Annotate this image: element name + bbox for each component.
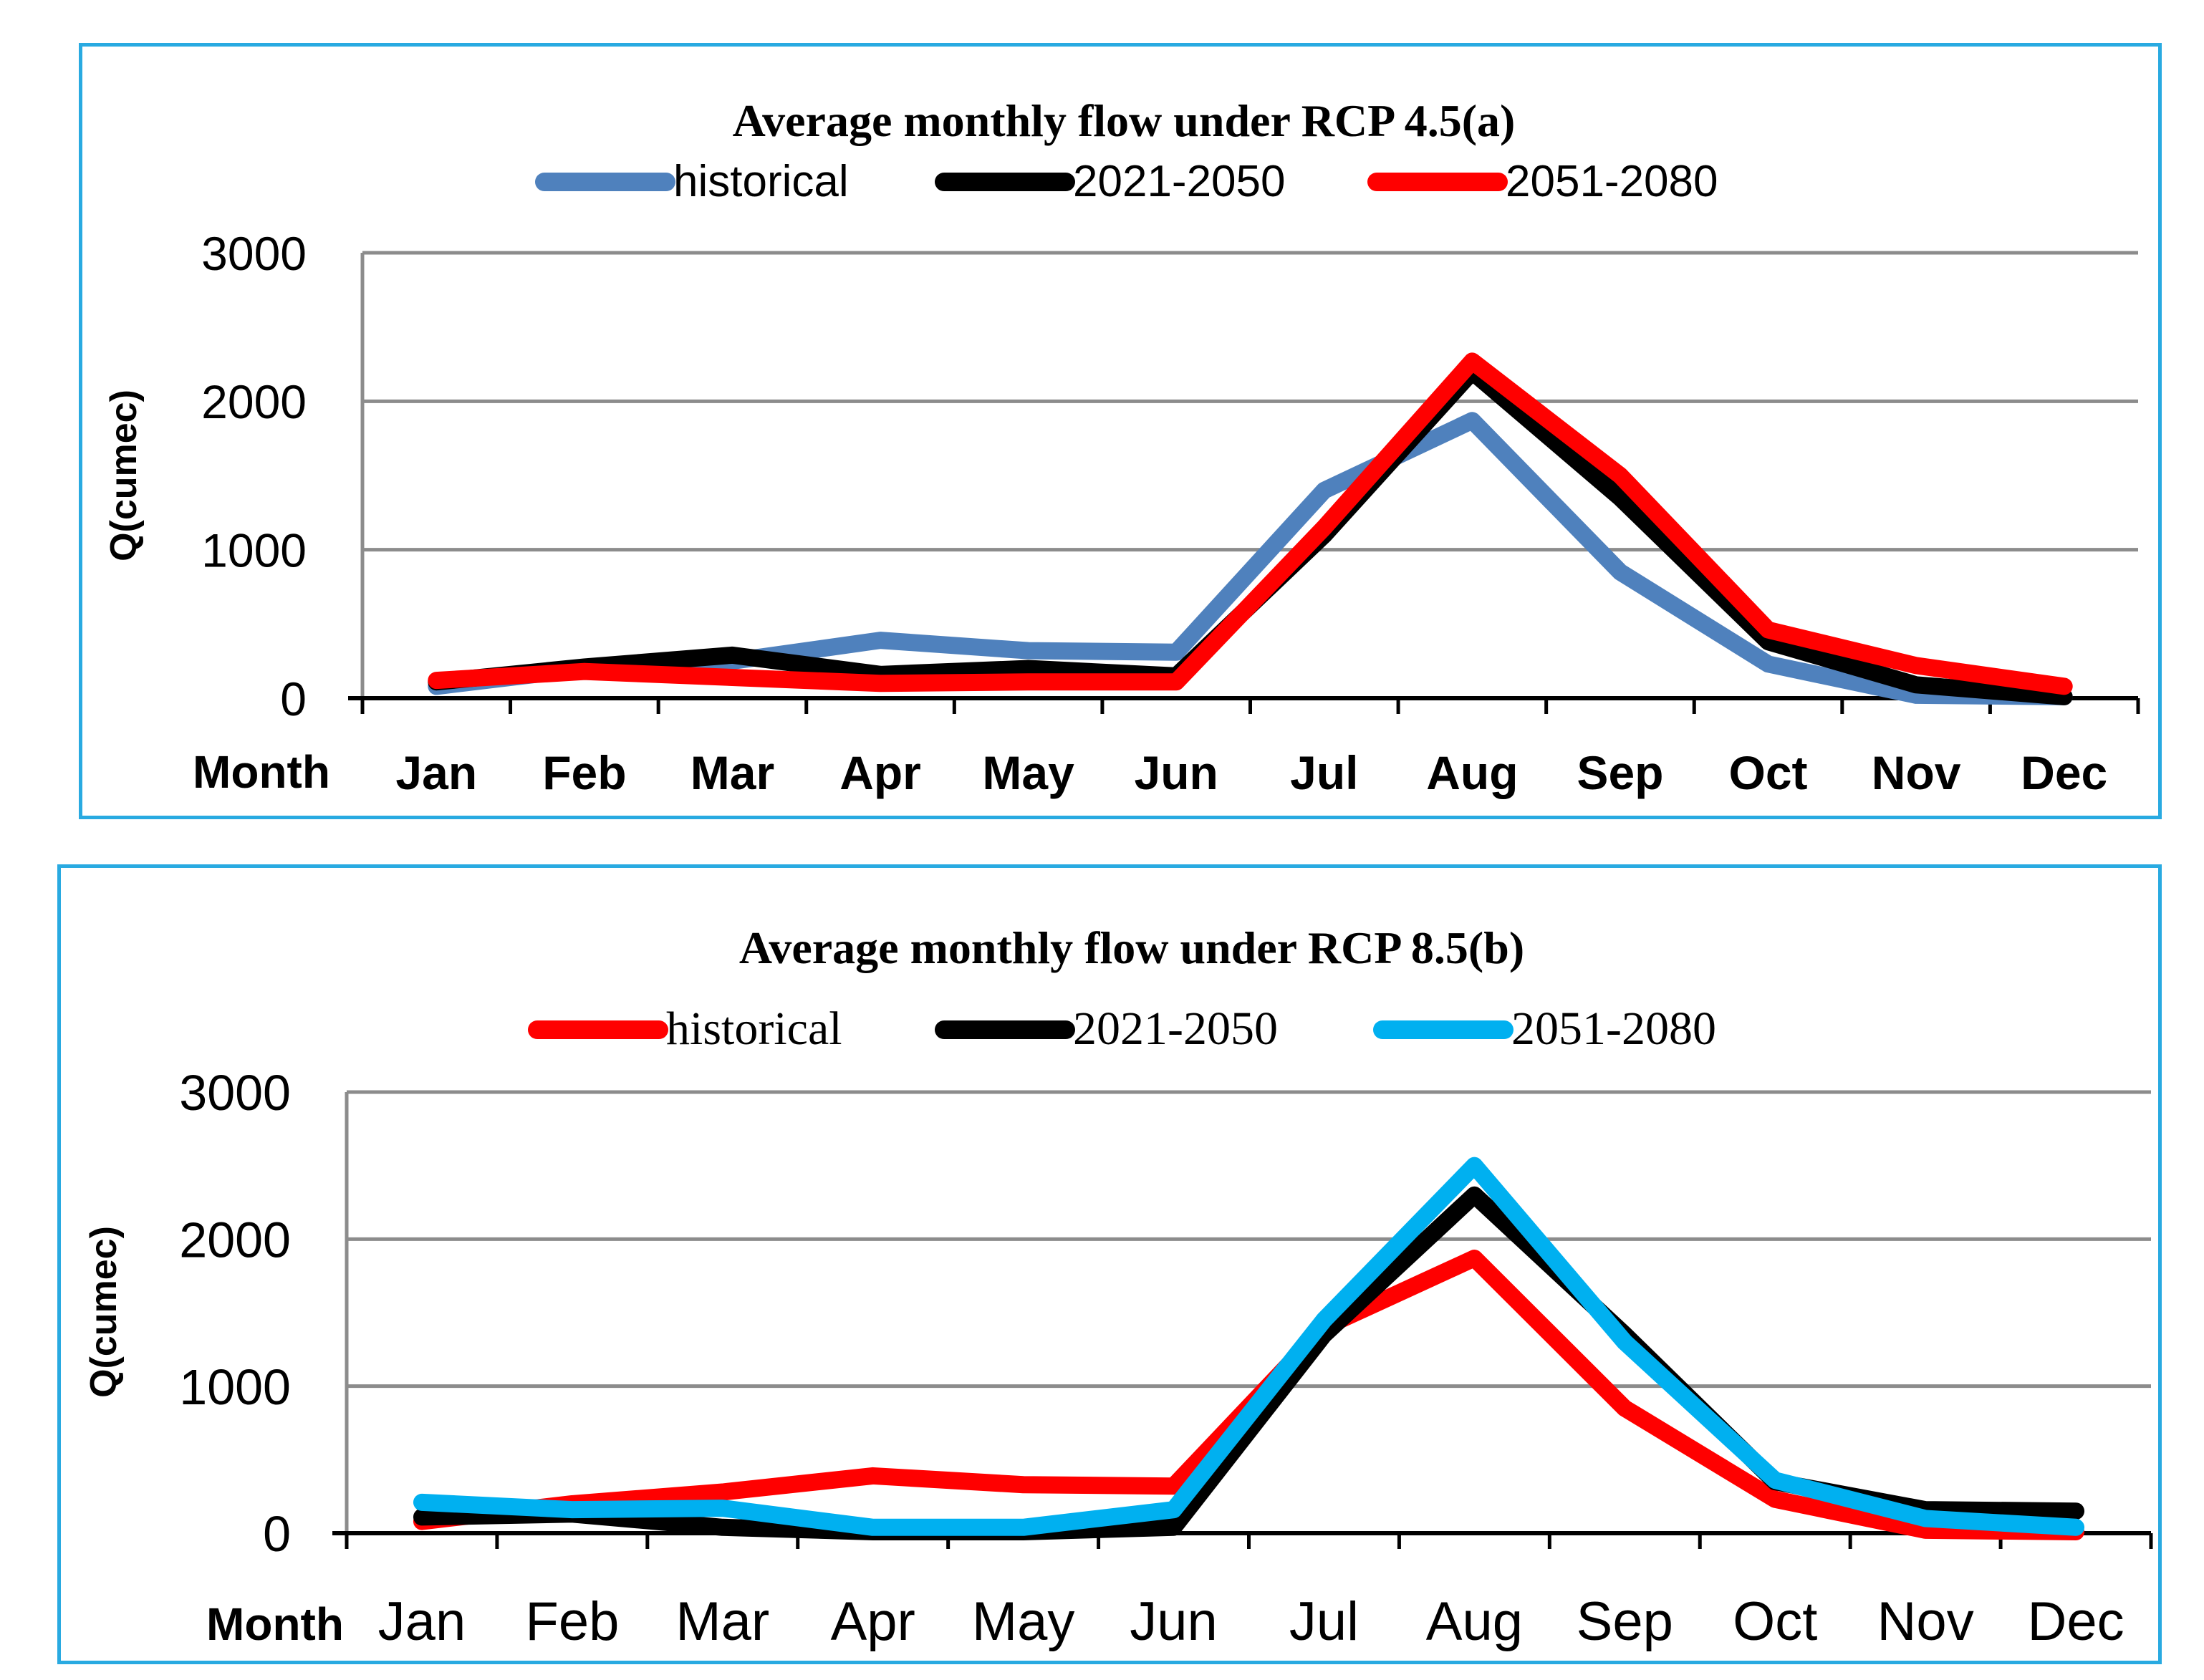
chart-a-ytick-1000: 1000	[201, 523, 307, 576]
chart-a-ytick-3000: 3000	[201, 227, 307, 280]
chart-b-xtick-label-oct: Oct	[1733, 1591, 1817, 1652]
chart-a-ytick-2000: 2000	[201, 375, 307, 428]
chart-a-series-line-2051-2080	[436, 361, 2064, 686]
chart-b-xtick-label-dec: Dec	[2027, 1591, 2124, 1652]
chart-b-ytick-2000: 2000	[179, 1212, 291, 1268]
chart-b-ylabel: Q(cumec)	[83, 1226, 125, 1398]
chart-a-title: Average monthly flow under RCP 4.5(a)	[733, 95, 1516, 146]
chart-b-xtick-label-feb: Feb	[525, 1591, 619, 1652]
chart-a-ytick-0: 0	[280, 672, 307, 725]
chart-a-xtick-label-nov: Nov	[1872, 746, 1961, 799]
chart-a-xtick-label-feb: Feb	[542, 746, 626, 799]
chart-b-legend-label-historical: historical	[666, 1003, 842, 1055]
chart-b-title: Average monthly flow under RCP 8.5(b)	[739, 922, 1524, 973]
chart-a-xtick-label-dec: Dec	[2021, 746, 2107, 799]
chart-a-legend-label-2021-2050: 2021-2050	[1073, 157, 1286, 206]
chart-a-legend-label-2051-2080: 2051-2080	[1506, 157, 1718, 206]
chart-a-xtick-label-jul: Jul	[1290, 746, 1358, 799]
chart-b-ytick-0: 0	[263, 1506, 291, 1562]
chart-a-xtick-label-mar: Mar	[690, 746, 774, 799]
chart-b-legend-label-2051-2080: 2051-2080	[1511, 1003, 1716, 1055]
chart-a-xtick-label-may: May	[982, 746, 1074, 799]
chart-b-xtick-label-jun: Jun	[1130, 1591, 1218, 1652]
chart-a-xlabel: Month	[193, 746, 330, 798]
chart-a-legend-label-historical: historical	[673, 157, 849, 206]
chart-b-xtick-label-may: May	[972, 1591, 1075, 1652]
chart-b-xtick-label-mar: Mar	[675, 1591, 769, 1652]
chart-b-xtick-label-apr: Apr	[831, 1591, 915, 1652]
chart-b-series-line-2051-2080	[422, 1166, 2076, 1527]
chart-b-legend-label-2021-2050: 2021-2050	[1073, 1003, 1278, 1055]
chart-b-xlabel: Month	[206, 1598, 344, 1650]
chart-a-xtick-label-jun: Jun	[1135, 746, 1218, 799]
chart-a-xtick-label-apr: Apr	[839, 746, 921, 799]
chart-b-xtick-label-sep: Sep	[1577, 1591, 1673, 1652]
charts-canvas: Average monthly flow under RCP 4.5(a) 0 10…	[0, 0, 2204, 1680]
chart-b-series-line-2021-2050	[422, 1195, 2076, 1532]
chart-b-xtick-label-jan: Jan	[378, 1591, 466, 1652]
chart-b-xtick-label-aug: Aug	[1426, 1591, 1523, 1652]
chart-a-xtick-label-jan: Jan	[395, 746, 477, 799]
chart-a-xtick-label-sep: Sep	[1577, 746, 1663, 799]
chart-b-xtick-label-nov: Nov	[1877, 1591, 1974, 1652]
chart-b-xtick-label-jul: Jul	[1289, 1591, 1359, 1652]
chart-a-ylabel: Q(cumec)	[103, 390, 145, 561]
chart-b-ytick-1000: 1000	[179, 1359, 291, 1415]
chart-a-xtick-label-aug: Aug	[1426, 746, 1518, 799]
chart-a-xtick-label-oct: Oct	[1729, 746, 1808, 799]
chart-b-ytick-3000: 3000	[179, 1065, 291, 1121]
